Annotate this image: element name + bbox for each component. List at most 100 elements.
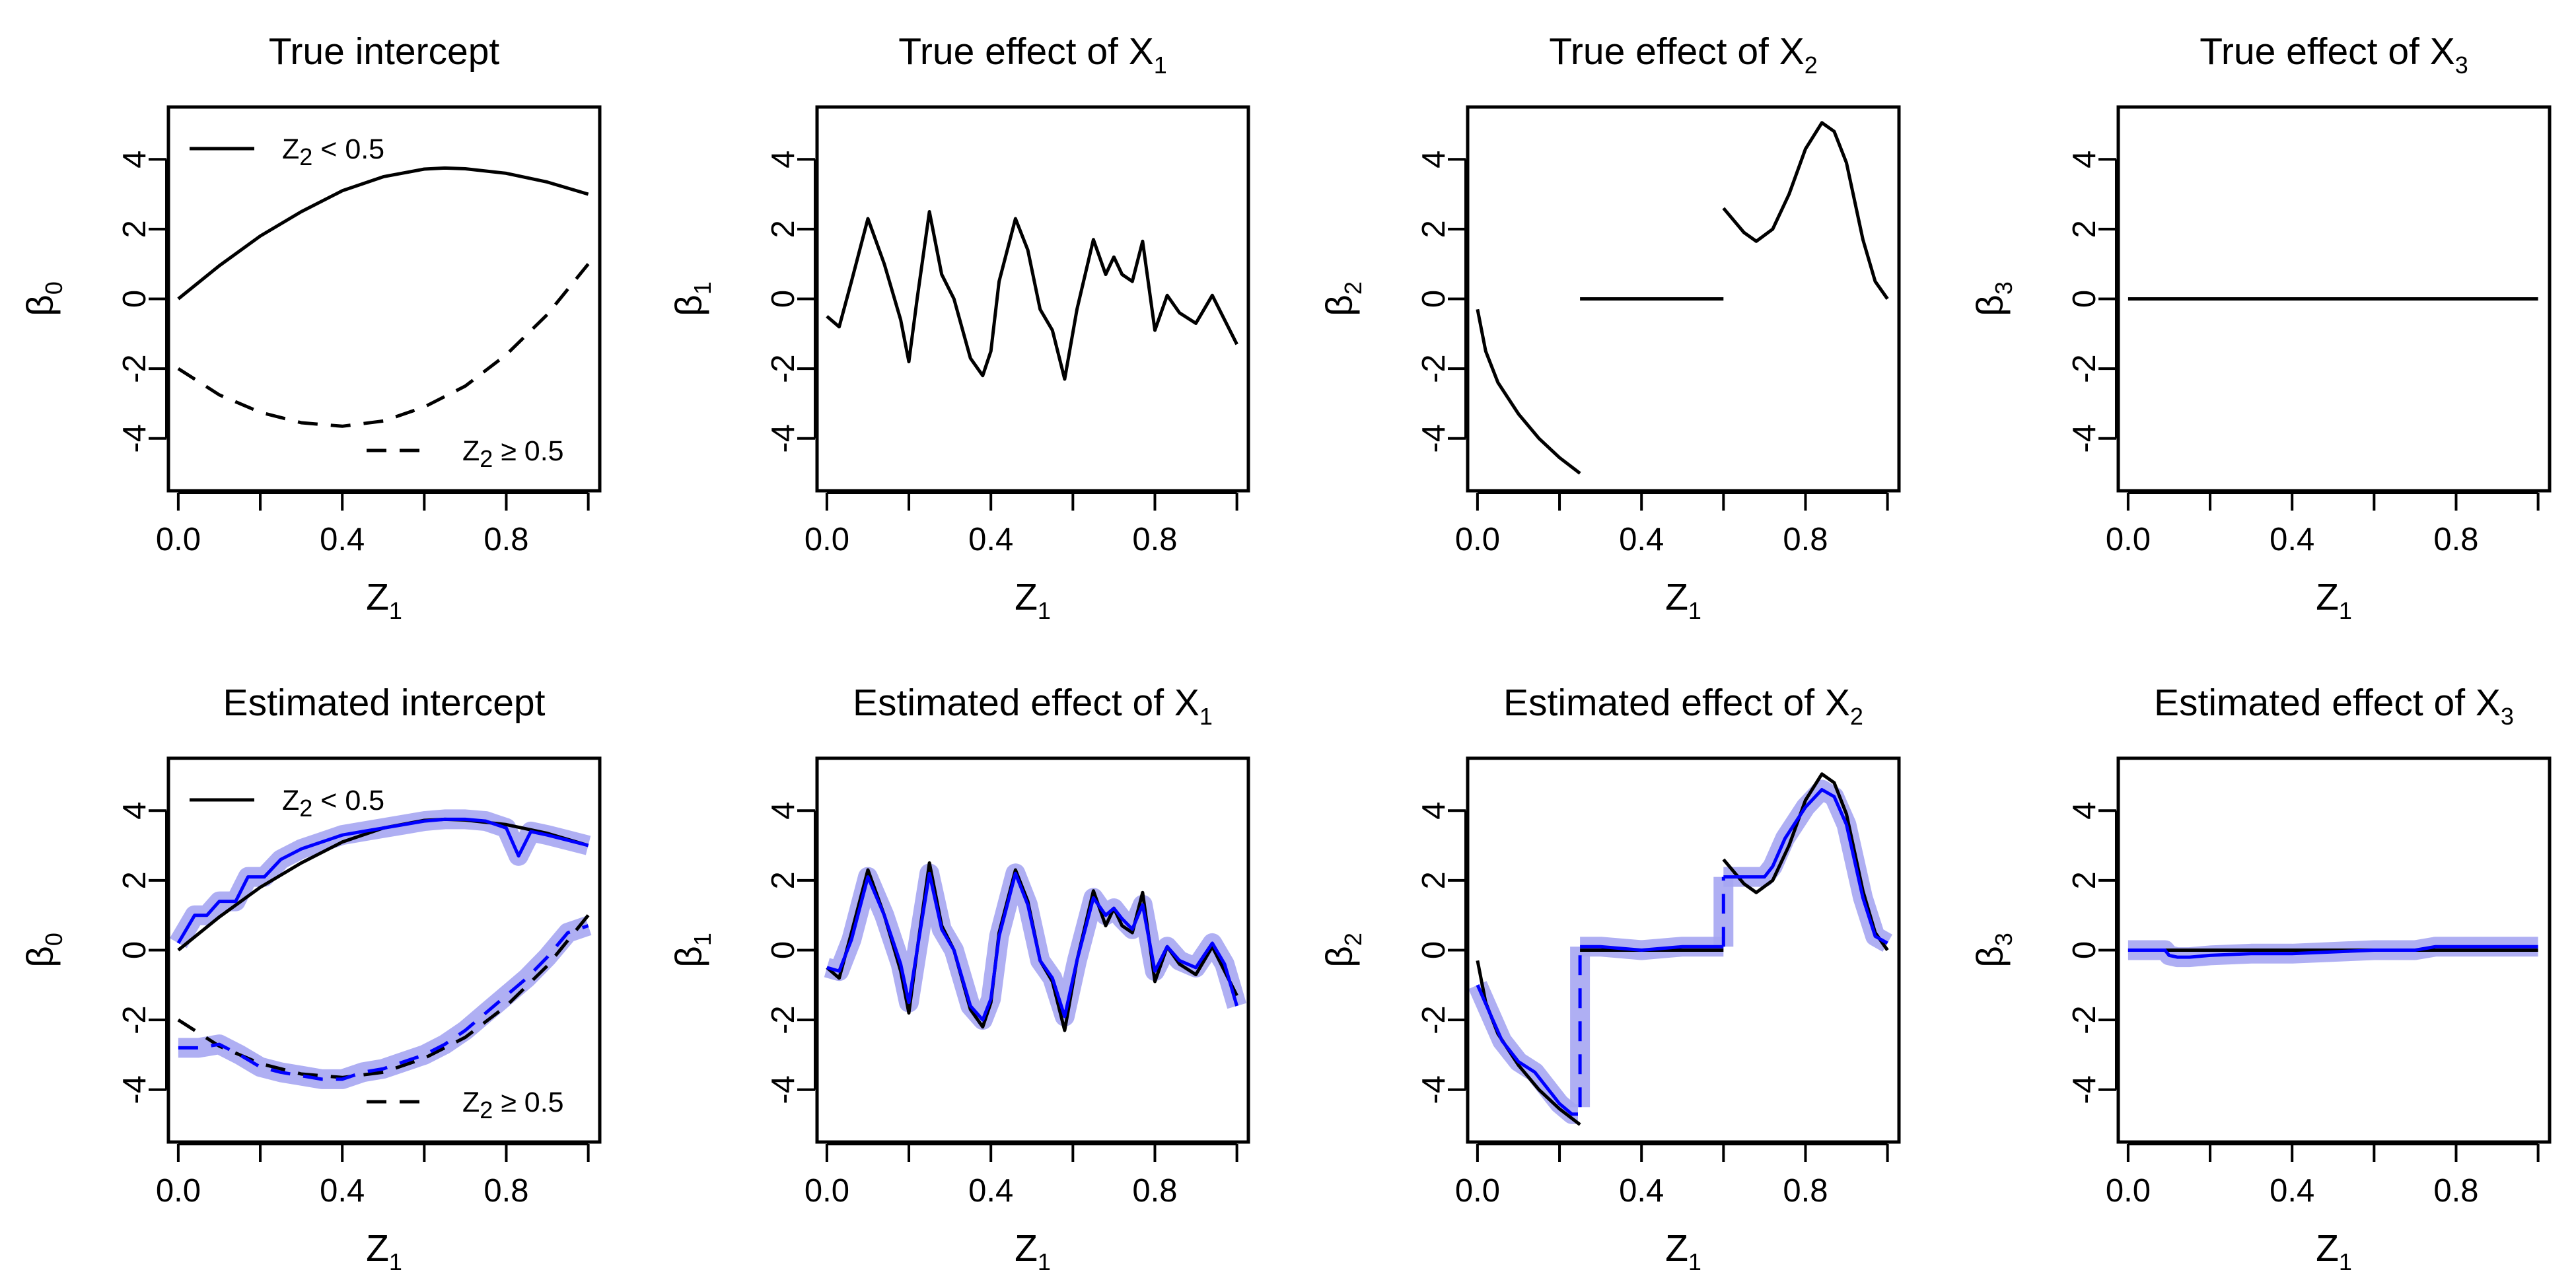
x-axis-label-main: Z [366, 576, 389, 618]
panel-title-main: Estimated effect of X [2154, 682, 2501, 724]
x-axis-label-subscript: 1 [1688, 597, 1701, 624]
y-axis-label-main: β [1969, 295, 2011, 316]
x-tick-label: 0.8 [1132, 1173, 1177, 1209]
y-tick-label: 4 [2067, 151, 2102, 168]
x-tick-label: 0.4 [320, 1173, 365, 1209]
y-axis-label-subscript: 0 [40, 933, 67, 946]
y-tick-label: -4 [117, 1075, 153, 1104]
legend-dashed-subscript: 2 [480, 445, 493, 472]
x-tick-label: 0.4 [1619, 522, 1664, 557]
x-tick-label: 0.0 [156, 522, 201, 557]
legend-solid-label: Z2 < 0.5 [282, 785, 384, 822]
y-axis-label-subscript: 3 [1990, 933, 2017, 946]
y-tick-label: 4 [766, 151, 801, 168]
x-tick-label: 0.0 [1455, 1173, 1500, 1209]
plot-frame [1466, 756, 1901, 1144]
x-tick-label: 0.4 [320, 522, 365, 557]
legend-dashed-label: Z2 ≥ 0.5 [462, 1087, 564, 1124]
x-axis-label-subscript: 1 [2339, 1248, 2352, 1275]
y-axis-label-main: β [1318, 295, 1361, 316]
estimate-curve [1580, 945, 1724, 952]
y-axis-label: β1 [668, 933, 716, 968]
y-tick-label: 0 [1416, 941, 1452, 959]
panel-title-main: Estimated effect of X [853, 682, 1199, 724]
x-tick-label: 0.0 [1455, 522, 1500, 557]
plot-frame [2116, 756, 2552, 1144]
true-curve [826, 210, 1238, 381]
y-tick-label: -2 [766, 354, 801, 383]
x-tick-label: 0.4 [968, 1173, 1013, 1209]
x-axis-label-main: Z [1665, 1227, 1688, 1270]
y-tick-label: 2 [2067, 871, 2102, 889]
y-axis-label: β0 [19, 933, 67, 968]
y-axis-label-main: β [668, 946, 710, 968]
y-tick-label: -4 [2067, 424, 2102, 453]
y-axis-label: β1 [668, 281, 716, 316]
y-tick-label: -4 [1416, 424, 1452, 453]
y-tick-label: 4 [766, 802, 801, 820]
y-tick-label: -2 [1416, 1005, 1452, 1034]
y-axis-label-subscript: 3 [1990, 281, 2017, 295]
panel-title: True intercept [269, 30, 500, 73]
y-tick-label: 0 [766, 290, 801, 308]
panel-title-subscript: 1 [1199, 703, 1213, 730]
confidence-band [1468, 981, 1582, 1124]
y-tick-label: 0 [117, 941, 153, 959]
plot-frame [166, 105, 602, 493]
panel-title-main: True effect of X [2200, 30, 2455, 73]
y-tick-label: -2 [117, 354, 153, 383]
y-tick-label: 4 [117, 151, 153, 168]
x-tick-label: 0.0 [2106, 1173, 2151, 1209]
y-tick-label: 2 [2067, 220, 2102, 238]
x-axis-label: Z1 [1015, 1227, 1051, 1275]
legend-solid-main: Z [282, 133, 299, 165]
x-axis-label: Z1 [366, 1227, 402, 1275]
y-axis-label: β2 [1318, 281, 1367, 316]
x-tick-label: 0.0 [805, 522, 849, 557]
legend-dashed-main: Z [462, 1087, 480, 1118]
x-axis-label-main: Z [2316, 576, 2339, 618]
x-axis-label-subscript: 1 [389, 1248, 402, 1275]
x-axis-label: Z1 [2316, 576, 2352, 624]
x-axis-label: Z1 [366, 576, 402, 624]
true-curve [1722, 121, 1889, 300]
y-tick-label: -2 [766, 1005, 801, 1034]
panel-title-subscript: 1 [1154, 52, 1167, 79]
estimate-curve [178, 924, 589, 1081]
y-tick-label: -2 [2067, 354, 2102, 383]
panel-title-main: Estimated effect of X [1503, 682, 1850, 724]
y-axis-label: β3 [1969, 281, 2017, 316]
panel-6: Estimated effect of X10.0 0.4 0.8Z1-4-2024… [668, 682, 1250, 1275]
panel-title-subscript: 3 [2501, 703, 2514, 730]
y-tick-label: 2 [117, 220, 153, 238]
panel-title: True effect of X3 [2200, 30, 2468, 79]
y-axis-label-main: β [668, 295, 710, 316]
legend-dashed-main: Z [462, 435, 480, 467]
legend-dashed-subscript: 2 [480, 1096, 493, 1124]
y-tick-label: -4 [766, 1075, 801, 1104]
x-axis-label-main: Z [1665, 576, 1688, 618]
legend-solid-rest: < 0.5 [312, 133, 384, 165]
x-tick-label: 0.0 [805, 1173, 849, 1209]
y-tick-label: 2 [1416, 220, 1452, 238]
y-tick-label: 4 [117, 802, 153, 820]
true-curve-dashed [177, 914, 590, 1079]
x-axis-label-subscript: 1 [389, 597, 402, 624]
y-tick-label: 0 [766, 941, 801, 959]
panel-title: True effect of X2 [1549, 30, 1818, 79]
x-tick-label: 0.8 [2433, 1173, 2478, 1209]
panel-7: Estimated effect of X20.0 0.4 0.8Z1-4-2024… [1318, 682, 1901, 1275]
y-tick-label: -2 [2067, 1005, 2102, 1034]
estimate-curve [1723, 788, 1888, 945]
x-tick-label: 0.4 [2270, 522, 2314, 557]
x-axis-label-subscript: 1 [1688, 1248, 1701, 1275]
true-curve-dashed [177, 263, 590, 428]
y-tick-label: -4 [117, 424, 153, 453]
y-tick-label: 0 [2067, 941, 2102, 959]
y-tick-label: -4 [1416, 1075, 1452, 1104]
y-tick-label: 0 [117, 290, 153, 308]
true-curve [1476, 308, 1581, 475]
